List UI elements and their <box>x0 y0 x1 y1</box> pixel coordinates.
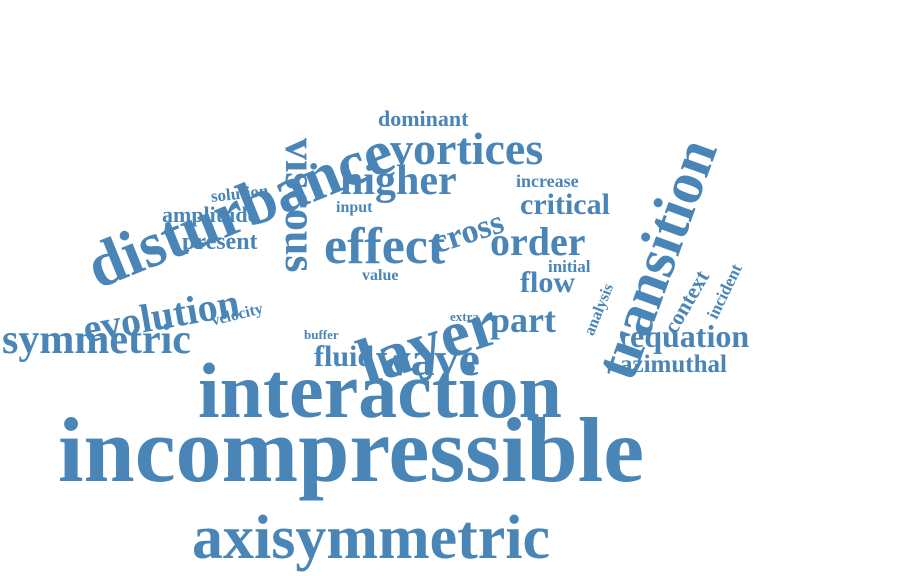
word-amplitude: amplitude <box>162 202 258 227</box>
word-interaction: interaction <box>198 347 562 434</box>
word-increase: increase <box>516 171 579 191</box>
word-input: input <box>336 199 373 216</box>
word-extra: extra <box>450 309 479 324</box>
word-equation: equation <box>630 318 750 354</box>
word-value: value <box>362 267 399 284</box>
word-effect: effect <box>324 218 446 275</box>
word-buffer: buffer <box>304 327 339 342</box>
word-wave: wave <box>376 333 480 386</box>
word-incident: incident <box>703 260 746 322</box>
word-present: present <box>182 229 258 255</box>
word-higher: higher <box>340 158 457 204</box>
word-flow: flow <box>520 266 575 299</box>
word-part: part <box>490 300 556 340</box>
word-order: order <box>490 219 586 264</box>
word-initial: initial <box>548 257 591 276</box>
word-vortices: vortices <box>390 123 544 174</box>
word-symmetric: symmetric <box>2 317 191 363</box>
word-azimuthal: azimuthal <box>620 351 727 378</box>
word-axisymmetric: axisymmetric <box>192 504 551 572</box>
word-viscous: viscous <box>276 138 325 273</box>
word-fluid: fluid <box>314 340 375 373</box>
word-critical: critical <box>520 188 610 221</box>
word-dominant: dominant <box>378 106 469 131</box>
word-incompressible: incompressible <box>58 399 645 501</box>
